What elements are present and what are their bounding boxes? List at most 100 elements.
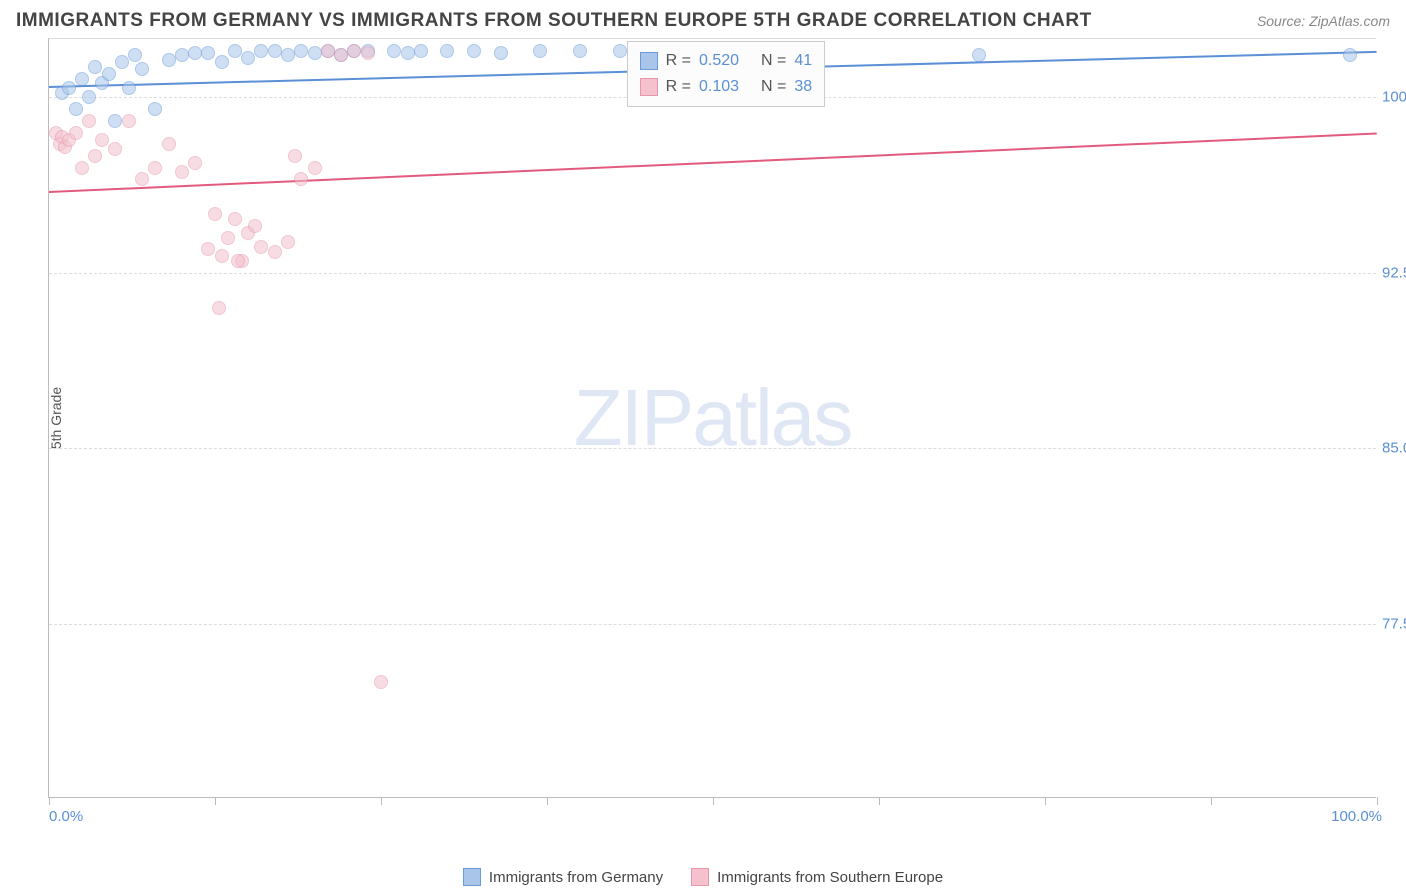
data-point	[254, 240, 268, 254]
data-point	[467, 44, 481, 58]
data-point	[288, 149, 302, 163]
x-tick	[1045, 797, 1046, 805]
y-tick-label: 85.0%	[1382, 440, 1406, 457]
data-point	[254, 44, 268, 58]
legend-swatch	[463, 868, 481, 886]
data-point	[215, 249, 229, 263]
data-point	[281, 235, 295, 249]
data-point	[533, 44, 547, 58]
data-point	[135, 172, 149, 186]
x-tick	[713, 797, 714, 805]
bottom-legend-label: Immigrants from Southern Europe	[717, 869, 943, 886]
data-point	[148, 161, 162, 175]
data-point	[175, 165, 189, 179]
chart-container: 5th Grade ZIPatlas 77.5%85.0%92.5%100.0%…	[48, 38, 1394, 798]
legend-swatch	[640, 52, 658, 70]
bottom-legend-item: Immigrants from Germany	[463, 868, 663, 886]
data-point	[175, 48, 189, 62]
stats-legend: R = 0.520 N = 41 R = 0.103 N = 38	[627, 41, 825, 107]
x-tick	[381, 797, 382, 805]
source-attribution: Source: ZipAtlas.com	[1257, 13, 1390, 29]
bottom-legend-item: Immigrants from Southern Europe	[691, 868, 943, 886]
watermark: ZIPatlas	[574, 372, 851, 464]
gridline-h	[49, 448, 1376, 449]
bottom-legend: Immigrants from Germany Immigrants from S…	[0, 868, 1406, 886]
data-point	[268, 245, 282, 259]
plot-area: ZIPatlas 77.5%85.0%92.5%100.0%0.0%100.0%…	[48, 38, 1376, 798]
legend-r-value: 0.103	[699, 78, 753, 96]
y-tick-label: 92.5%	[1382, 264, 1406, 281]
data-point	[347, 44, 361, 58]
gridline-h	[49, 624, 1376, 625]
data-point	[122, 81, 136, 95]
data-point	[128, 48, 142, 62]
data-point	[308, 46, 322, 60]
x-tick	[49, 797, 50, 805]
data-point	[208, 207, 222, 221]
data-point	[387, 44, 401, 58]
data-point	[494, 46, 508, 60]
data-point	[228, 44, 242, 58]
trend-line	[49, 133, 1377, 193]
legend-n-label: N =	[761, 78, 786, 96]
legend-n-value: 41	[794, 52, 812, 70]
data-point	[115, 55, 129, 69]
data-point	[201, 46, 215, 60]
gridline-h	[49, 273, 1376, 274]
data-point	[75, 72, 89, 86]
x-tick	[1377, 797, 1378, 805]
legend-swatch	[640, 78, 658, 96]
data-point	[1343, 48, 1357, 62]
data-point	[162, 137, 176, 151]
data-point	[440, 44, 454, 58]
x-tick	[547, 797, 548, 805]
legend-r-label: R =	[666, 52, 691, 70]
bottom-legend-label: Immigrants from Germany	[489, 869, 663, 886]
data-point	[573, 44, 587, 58]
chart-title: IMMIGRANTS FROM GERMANY VS IMMIGRANTS FR…	[16, 10, 1092, 32]
data-point	[108, 142, 122, 156]
data-point	[401, 46, 415, 60]
legend-n-value: 38	[794, 78, 812, 96]
y-tick-label: 100.0%	[1382, 89, 1406, 106]
data-point	[231, 254, 245, 268]
data-point	[221, 231, 235, 245]
data-point	[95, 133, 109, 147]
data-point	[215, 55, 229, 69]
stats-legend-row: R =0.520N =41	[640, 48, 812, 74]
data-point	[241, 51, 255, 65]
data-point	[102, 67, 116, 81]
data-point	[972, 48, 986, 62]
data-point	[88, 149, 102, 163]
data-point	[268, 44, 282, 58]
data-point	[201, 242, 215, 256]
data-point	[162, 53, 176, 67]
x-tick-label-right: 100.0%	[1331, 808, 1382, 825]
x-tick	[1211, 797, 1212, 805]
y-tick-label: 77.5%	[1382, 615, 1406, 632]
data-point	[374, 675, 388, 689]
data-point	[321, 44, 335, 58]
data-point	[361, 46, 375, 60]
x-tick-label-left: 0.0%	[49, 808, 83, 825]
data-point	[122, 114, 136, 128]
legend-r-label: R =	[666, 78, 691, 96]
data-point	[69, 102, 83, 116]
data-point	[248, 219, 262, 233]
data-point	[308, 161, 322, 175]
data-point	[82, 114, 96, 128]
data-point	[294, 172, 308, 186]
data-point	[88, 60, 102, 74]
data-point	[108, 114, 122, 128]
data-point	[62, 81, 76, 95]
data-point	[414, 44, 428, 58]
legend-r-value: 0.520	[699, 52, 753, 70]
legend-swatch	[691, 868, 709, 886]
data-point	[69, 126, 83, 140]
x-tick	[215, 797, 216, 805]
data-point	[188, 46, 202, 60]
data-point	[281, 48, 295, 62]
data-point	[294, 44, 308, 58]
stats-legend-row: R = 0.103 N = 38	[640, 74, 812, 100]
x-tick	[879, 797, 880, 805]
